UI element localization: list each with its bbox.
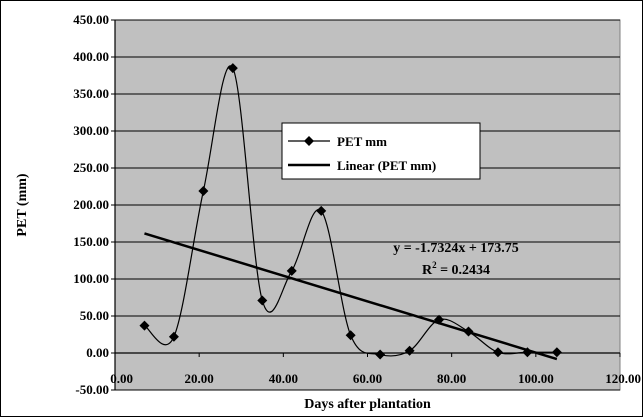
x-tick-label: 80.00 <box>437 371 466 386</box>
data-point-marker <box>434 314 445 325</box>
x-tick-label: 120.00 <box>605 371 641 386</box>
legend: PET mm Linear (PET mm) <box>281 122 481 180</box>
trend-equation: y = -1.7324x + 173.75 <box>393 241 519 256</box>
r-squared-superscript: 2 <box>432 260 437 270</box>
data-point-marker <box>345 330 356 341</box>
y-tick-label: 50.00 <box>80 308 109 323</box>
r-squared-value: = 0.2434 <box>437 263 490 278</box>
y-tick-label: 0.00 <box>86 345 109 360</box>
x-tick-label: 20.00 <box>185 371 214 386</box>
r-squared-prefix: R <box>422 263 433 278</box>
y-tick-label: 450.00 <box>73 12 109 27</box>
data-point-marker <box>551 347 562 358</box>
legend-diamond-marker <box>304 136 314 146</box>
y-axis-title: PET (mm) <box>15 173 30 236</box>
data-point-marker <box>257 295 268 306</box>
legend-box <box>281 122 481 180</box>
data-point-marker <box>286 265 297 276</box>
y-tick-label: 350.00 <box>73 86 109 101</box>
data-point-marker <box>139 320 150 331</box>
r-squared-label: R2 = 0.2434 <box>422 260 490 278</box>
data-point-marker <box>522 347 533 358</box>
legend-label-pet: PET mm <box>337 134 387 149</box>
trend-line <box>144 232 558 361</box>
y-tick-label: 150.00 <box>73 234 109 249</box>
y-tick-label: -50.00 <box>75 382 109 397</box>
x-tick-label: 60.00 <box>353 371 382 386</box>
data-point-marker <box>168 331 179 342</box>
y-tick-label: 250.00 <box>73 160 109 175</box>
data-point-marker <box>375 349 386 360</box>
data-point-marker <box>492 347 503 358</box>
data-point-marker <box>227 63 238 74</box>
legend-label-linear: Linear (PET mm) <box>337 158 436 173</box>
series-layer <box>139 63 562 361</box>
x-tick-label: 40.00 <box>269 371 298 386</box>
x-tick-label: 100.00 <box>518 371 554 386</box>
y-tick-label: 300.00 <box>73 123 109 138</box>
y-tick-label: 200.00 <box>73 197 109 212</box>
y-tick-label: 400.00 <box>73 49 109 64</box>
data-point-marker <box>404 345 415 356</box>
x-tick-label: 0.00 <box>110 371 133 386</box>
data-point-marker <box>198 185 209 196</box>
data-point-marker <box>463 326 474 337</box>
y-tick-label: 100.00 <box>73 271 109 286</box>
data-point-marker <box>316 205 327 216</box>
x-axis-title: Days after plantation <box>304 397 431 412</box>
